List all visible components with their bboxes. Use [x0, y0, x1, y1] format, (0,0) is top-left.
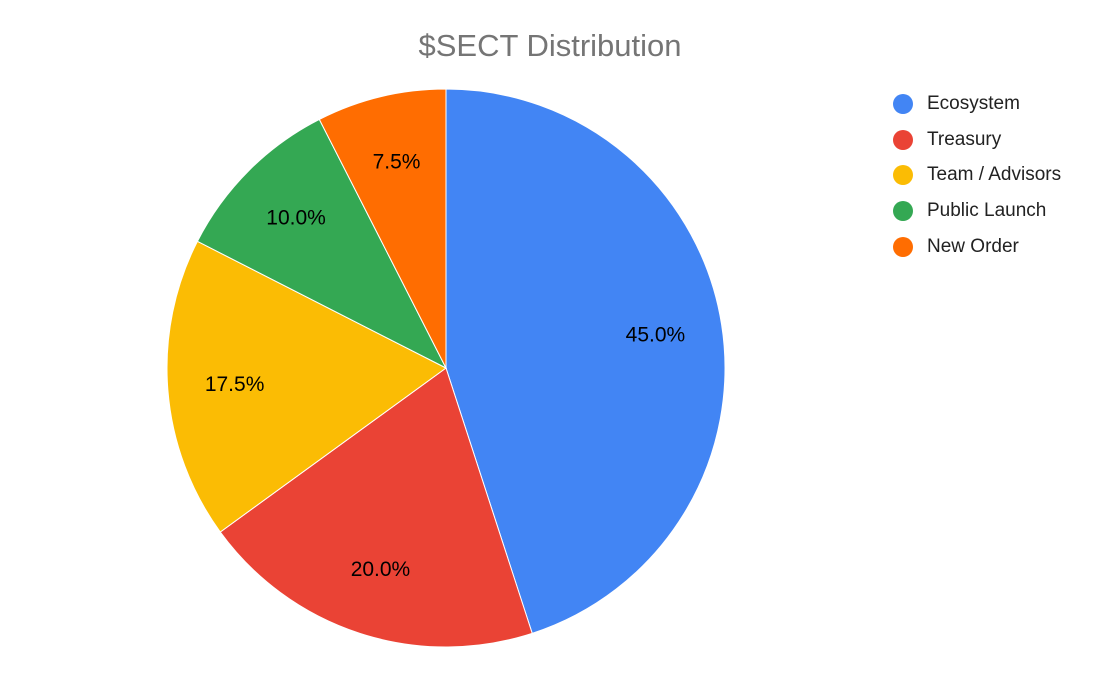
legend-item-public-launch[interactable]: Public Launch	[893, 193, 1061, 229]
pie-slice-team-advisors[interactable]	[166, 240, 447, 533]
pie-slice-treasury[interactable]	[219, 367, 533, 648]
legend-swatch-public-launch	[893, 200, 913, 221]
slice-label-new-order: 7.5%	[373, 150, 421, 173]
slice-label-public-launch: 10.0%	[266, 207, 326, 230]
slice-label-ecosystem: 45.0%	[626, 323, 686, 346]
legend-item-new-order[interactable]: New Order	[893, 229, 1061, 265]
legend-swatch-new-order	[893, 236, 913, 257]
legend-swatch-ecosystem	[893, 93, 913, 114]
legend-label-public-launch: Public Launch	[927, 199, 1047, 221]
legend-item-ecosystem[interactable]: Ecosystem	[893, 86, 1061, 122]
pie-slice-public-launch[interactable]	[196, 118, 448, 370]
slice-label-treasury: 20.0%	[351, 558, 411, 581]
legend-swatch-treasury	[893, 129, 913, 150]
pie-slice-ecosystem[interactable]	[445, 88, 726, 634]
slice-label-team-advisors: 17.5%	[205, 373, 265, 396]
legend-label-treasury: Treasury	[927, 128, 1002, 150]
legend-item-treasury[interactable]: Treasury	[893, 122, 1061, 158]
legend-swatch-team-advisors	[893, 165, 913, 186]
chart-title: $SECT Distribution	[418, 28, 682, 63]
legend-label-new-order: New Order	[927, 235, 1019, 257]
pie-slice-new-order[interactable]	[318, 88, 447, 369]
legend: Ecosystem Treasury Team / Advisors Publi…	[893, 86, 1061, 264]
legend-item-team-advisors[interactable]: Team / Advisors	[893, 157, 1061, 193]
legend-label-ecosystem: Ecosystem	[927, 92, 1020, 114]
legend-label-team-advisors: Team / Advisors	[927, 164, 1062, 186]
